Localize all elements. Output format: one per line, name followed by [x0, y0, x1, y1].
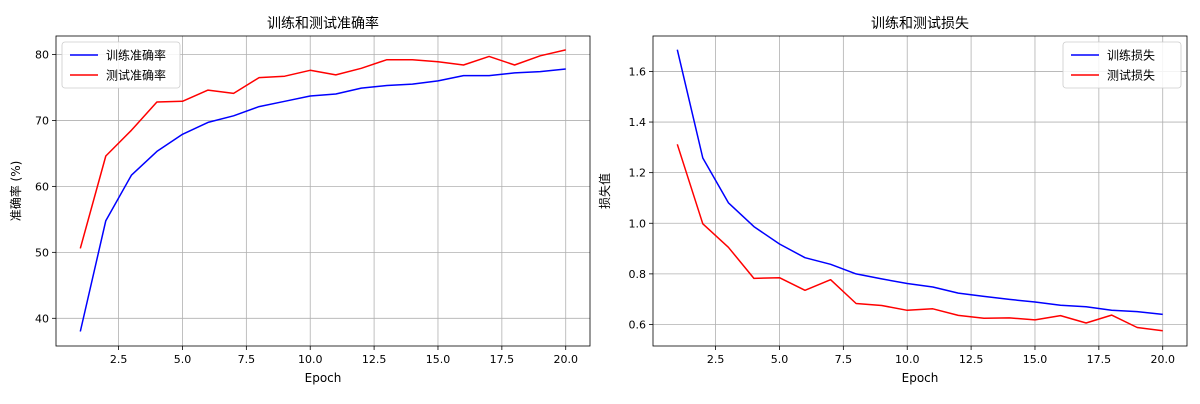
x-tick-label: 2.5	[707, 353, 725, 366]
legend-entry: 测试准确率	[106, 68, 166, 83]
loss-chart-title: 训练和测试损失	[871, 16, 969, 32]
y-tick-label: 1.6	[629, 65, 647, 78]
accuracy-chart: 2.5 5.0 7.5 10.0 12.5 15.0 17.5 20.0 40 50 60 70 80 训…	[8, 15, 591, 385]
loss-y-axis-label: 损失值	[597, 173, 612, 209]
loss-x-axis-label: Epoch	[902, 371, 939, 385]
x-tick-label: 7.5	[238, 353, 256, 366]
x-tick-label: 17.5	[490, 353, 515, 366]
loss-axes-frame	[652, 35, 1188, 347]
legend-entry: 训练损失	[1107, 48, 1155, 63]
x-tick-label: 5.0	[771, 353, 789, 366]
accuracy-chart-title: 训练和测试准确率	[267, 15, 379, 32]
loss-grid	[653, 36, 1187, 346]
legend-box	[1062, 41, 1182, 89]
y-tick-label: 40	[35, 312, 49, 325]
accuracy-x-axis-label: Epoch	[305, 371, 342, 385]
y-tick-label: 1.2	[629, 167, 647, 180]
accuracy-axes-frame	[55, 35, 591, 347]
loss-chart: 2.5 5.0 7.5 10.0 12.5 15.0 17.5 20.0 0.6 0.8 1.0 1.…	[597, 16, 1188, 385]
y-tick-label: 1.0	[629, 217, 647, 230]
x-tick-label: 5.0	[174, 353, 192, 366]
x-tick-label: 15.0	[426, 353, 451, 366]
legend-entry: 测试损失	[1107, 68, 1155, 83]
y-tick-label: 70	[35, 114, 49, 127]
loss-series-line-train	[676, 49, 1163, 316]
x-tick-label: 12.5	[362, 353, 387, 366]
y-tick-label: 60	[35, 180, 49, 193]
y-tick-label: 1.4	[629, 116, 647, 129]
accuracy-series-line-test	[79, 49, 566, 249]
loss-series-line-test	[676, 144, 1163, 332]
y-tick-label: 50	[35, 246, 49, 259]
y-tick-label: 80	[35, 48, 49, 61]
legend-entry: 训练准确率	[106, 48, 166, 63]
accuracy-grid	[56, 36, 590, 346]
x-tick-label: 10.0	[298, 353, 323, 366]
accuracy-y-axis-label: 准确率 (%)	[8, 161, 23, 222]
x-tick-label: 7.5	[835, 353, 853, 366]
x-tick-label: 15.0	[1023, 353, 1048, 366]
x-tick-label: 12.5	[959, 353, 984, 366]
x-tick-label: 17.5	[1087, 353, 1112, 366]
y-tick-label: 0.6	[629, 318, 647, 331]
y-tick-label: 0.8	[629, 268, 647, 281]
x-tick-label: 10.0	[895, 353, 920, 366]
x-tick-label: 2.5	[110, 353, 128, 366]
legend-box	[61, 41, 181, 89]
x-tick-label: 20.0	[1150, 353, 1175, 366]
accuracy-series-line-train	[79, 68, 566, 332]
x-tick-label: 20.0	[553, 353, 578, 366]
